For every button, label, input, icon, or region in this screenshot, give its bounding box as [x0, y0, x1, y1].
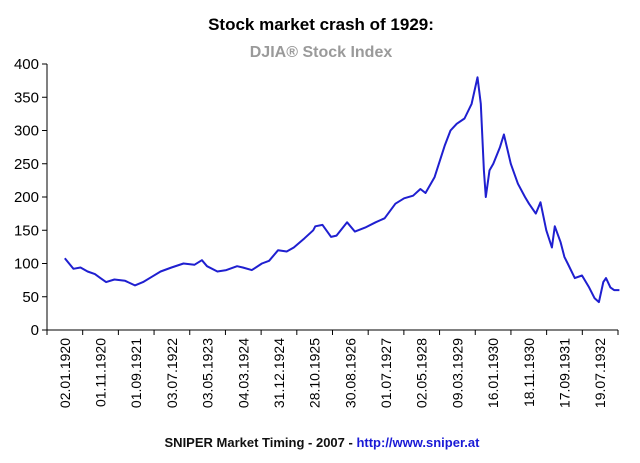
y-tick-label: 150	[14, 222, 39, 239]
y-tick-label: 0	[31, 322, 39, 339]
chart-title: Stock market crash of 1929:	[208, 15, 434, 34]
x-tick-label: 09.03.1929	[449, 338, 465, 408]
footer: SNIPER Market Timing - 2007 - http://www…	[165, 435, 481, 450]
footer-credit: SNIPER Market Timing - 2007 -	[165, 435, 357, 450]
x-tick-label: 01.09.1921	[128, 338, 144, 408]
x-tick-label: 01.07.1927	[378, 338, 394, 408]
y-tick-label: 250	[14, 156, 39, 173]
x-tick-label: 19.07.1932	[592, 338, 608, 408]
x-tick-label: 18.11.1930	[521, 338, 537, 407]
x-tick-label: 03.05.1923	[200, 338, 216, 408]
x-tick-label: 03.07.1922	[164, 338, 180, 408]
y-tick-label: 300	[14, 123, 39, 140]
y-tick-label: 200	[14, 189, 39, 206]
x-tick-label: 02.01.1920	[57, 338, 73, 408]
y-tick-label: 50	[22, 289, 39, 306]
y-tick-label: 400	[14, 56, 39, 73]
chart-subtitle: DJIA® Stock Index	[250, 44, 393, 61]
series-line-0	[64, 76, 620, 304]
x-tick-label: 01.11.1920	[93, 338, 109, 407]
x-tick-label: 04.03.1924	[235, 338, 251, 408]
plot-area	[64, 76, 620, 304]
x-tick-label: 28.10.1925	[307, 338, 323, 408]
y-axis: 0 50 100 150 200 250 300 350 400	[14, 56, 48, 339]
x-tick-label: 30.08.1926	[342, 338, 358, 408]
x-axis: 02.01.1920 01.11.1920 01.09.1921 03.07.1922…	[46, 329, 619, 408]
y-tick-label: 350	[14, 89, 39, 106]
y-tick-label: 100	[14, 256, 39, 273]
x-tick-label: 31.12.1924	[271, 338, 287, 408]
x-tick-label: 02.05.1928	[414, 338, 430, 408]
x-tick-label: 17.09.1931	[556, 338, 572, 408]
footer-link[interactable]: http://www.sniper.at	[356, 435, 480, 450]
x-tick-label: 16.01.1930	[485, 338, 501, 408]
